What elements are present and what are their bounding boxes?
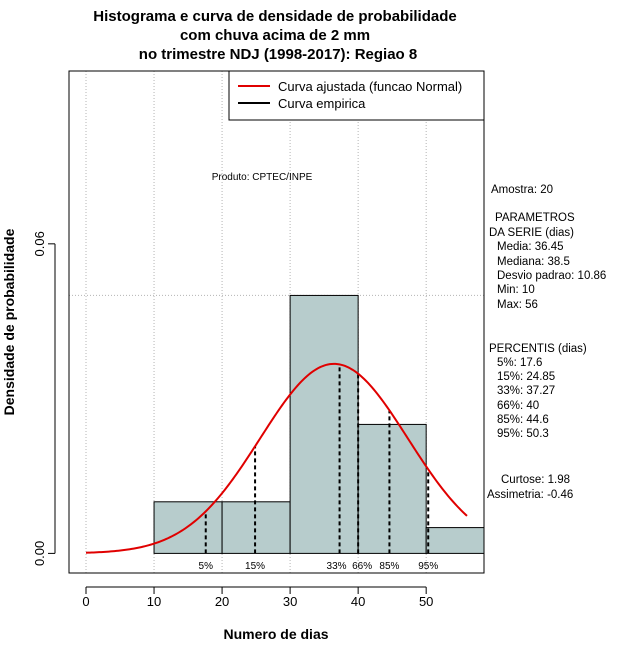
stat-p5: 5%: 17.6 bbox=[497, 357, 542, 369]
y-axis-title: Densidade de probabilidade bbox=[1, 228, 17, 415]
fitted-curve-layer bbox=[85, 362, 468, 554]
histogram-bar bbox=[289, 294, 359, 554]
x-tick-label: 40 bbox=[351, 594, 365, 609]
stat-mean: Media: 36.45 bbox=[497, 241, 564, 253]
fitted-normal-curve bbox=[85, 362, 468, 554]
statistics-panel: Amostra: 20 PARAMETROS DA SERIE (dias) M… bbox=[487, 184, 606, 501]
product-credit: Produto: CPTEC/INPE bbox=[212, 172, 313, 183]
legend-label-fitted: Curva ajustada (funcao Normal) bbox=[278, 79, 462, 94]
stat-max: Max: 56 bbox=[497, 299, 538, 311]
percentile-label: 5% bbox=[199, 561, 214, 572]
stat-kurtosis: Curtose: 1.98 bbox=[501, 474, 570, 486]
y-tick-label: 0.00 bbox=[32, 541, 47, 566]
x-tick-label: 30 bbox=[283, 594, 297, 609]
gridlines bbox=[69, 71, 484, 573]
stat-std-dev: Desvio padrao: 10.86 bbox=[497, 270, 606, 282]
x-tick-label: 50 bbox=[419, 594, 433, 609]
histogram-bar bbox=[221, 501, 291, 554]
x-tick-label: 20 bbox=[215, 594, 229, 609]
stat-p85: 85%: 44.6 bbox=[497, 414, 549, 426]
histogram-bar bbox=[357, 423, 427, 554]
legend-label-empirical: Curva empirica bbox=[278, 96, 366, 111]
chart-title-line-3: no trimestre NDJ (1998-2017): Regiao 8 bbox=[139, 46, 417, 63]
stat-param-header-2: DA SERIE (dias) bbox=[489, 227, 574, 239]
stat-min: Min: 10 bbox=[497, 284, 535, 296]
stat-percentiles-header: PERCENTIS (dias) bbox=[489, 343, 587, 355]
legend: Curva ajustada (funcao Normal) Curva emp… bbox=[228, 70, 485, 121]
stat-skewness: Assimetria: -0.46 bbox=[487, 489, 573, 501]
y-tick-label: 0.06 bbox=[32, 231, 47, 256]
x-tick-label: 0 bbox=[82, 594, 89, 609]
stat-param-header-1: PARAMETROS bbox=[495, 212, 575, 224]
stat-median: Mediana: 38.5 bbox=[497, 256, 570, 268]
stat-p66: 66%: 40 bbox=[497, 400, 539, 412]
chart-title-line-1: Histograma e curva de densidade de proba… bbox=[93, 8, 456, 25]
stat-sample: Amostra: 20 bbox=[491, 184, 553, 196]
percentile-label: 66% bbox=[352, 561, 372, 572]
stat-p33: 33%: 37.27 bbox=[497, 385, 555, 397]
histogram-bars bbox=[153, 294, 485, 554]
stat-p95: 95%: 50.3 bbox=[497, 428, 549, 440]
percentile-label: 85% bbox=[379, 561, 399, 572]
axes: 0 10 20 30 40 50 0.00 0.06 bbox=[32, 231, 433, 609]
histogram-bar bbox=[425, 527, 485, 554]
percentile-label: 33% bbox=[327, 561, 347, 572]
x-axis-title: Numero de dias bbox=[223, 626, 328, 642]
percentile-markers: 5% 15% 33% 66% 85% 95% bbox=[199, 364, 438, 572]
percentile-label: 15% bbox=[245, 561, 265, 572]
percentile-label: 95% bbox=[418, 561, 438, 572]
x-tick-label: 10 bbox=[147, 594, 161, 609]
stat-p15: 15%: 24.85 bbox=[497, 371, 555, 383]
legend-box bbox=[228, 70, 485, 121]
chart-title-line-2: com chuva acima de 2 mm bbox=[180, 27, 370, 44]
